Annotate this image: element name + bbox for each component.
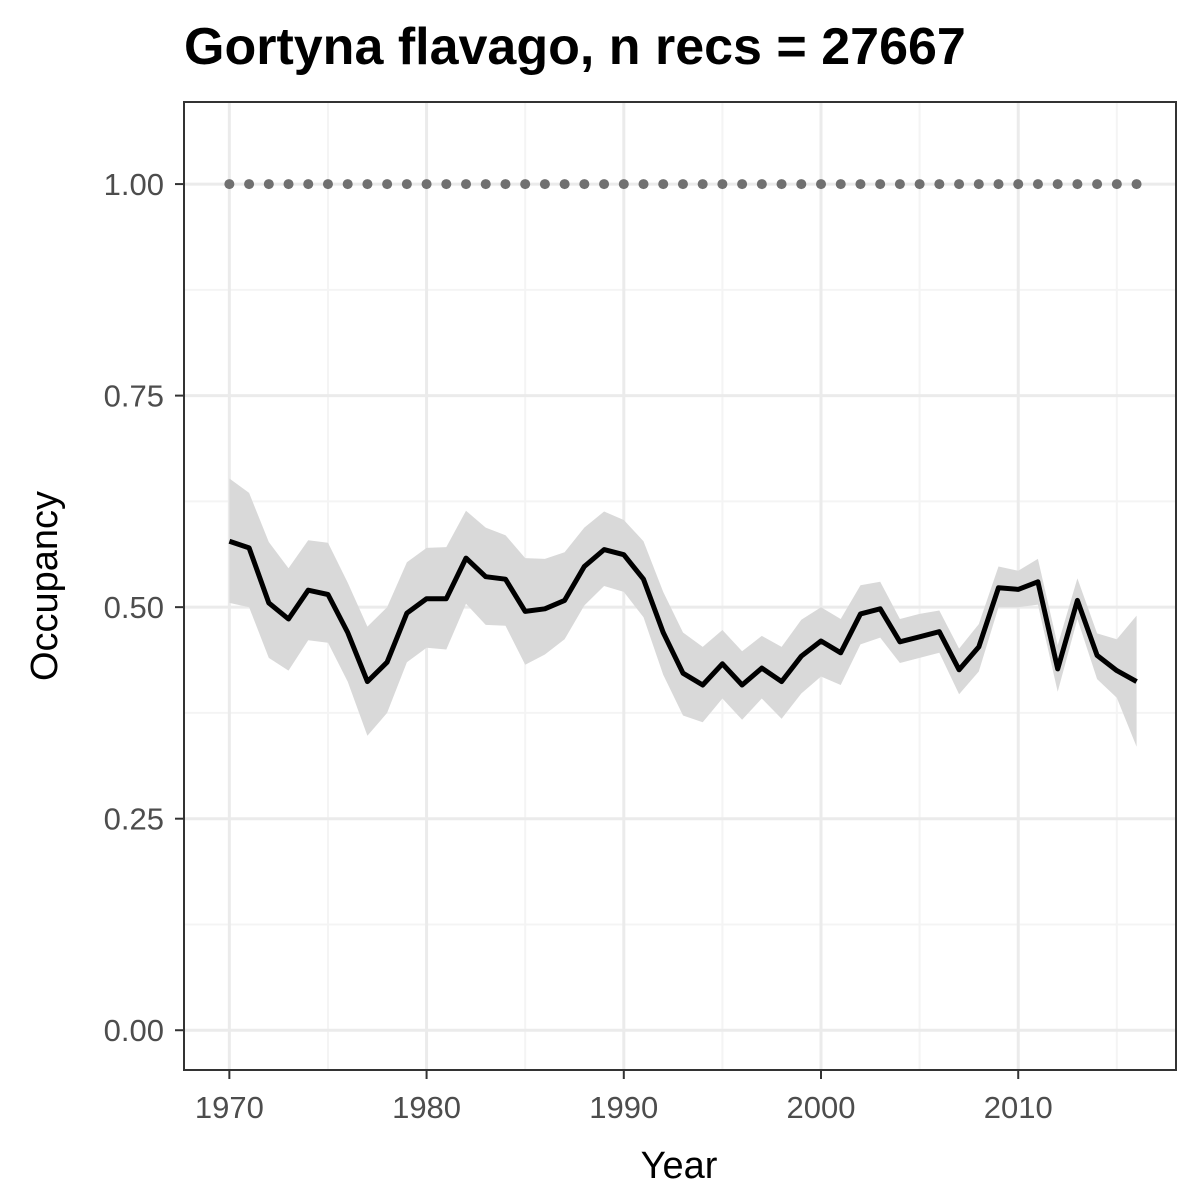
reference-dot [1092,179,1103,190]
minor-gridlines [184,102,1176,1070]
reference-dot [599,179,610,190]
reference-dot [382,179,393,190]
reference-dot [539,179,550,190]
reference-dot [914,179,925,190]
reference-dot [717,179,728,190]
reference-dot [697,179,708,190]
reference-dot [875,179,886,190]
x-tick-label: 1970 [195,1090,264,1125]
reference-dot [677,179,688,190]
reference-dot [322,179,333,190]
reference-dot [401,179,412,190]
reference-dot [618,179,629,190]
x-axis: 1970 1980 1990 2000 2010 [195,1070,1053,1125]
reference-dots [224,179,1142,190]
y-tick-label: 1.00 [104,167,164,202]
reference-dot [796,179,807,190]
reference-dot [638,179,649,190]
occupancy-line [228,538,1138,688]
reference-dot [244,179,255,190]
reference-dot [579,179,590,190]
confidence-ribbon [229,478,1137,747]
reference-dot [559,179,570,190]
reference-dot [1032,179,1043,190]
reference-dot [1111,179,1122,190]
reference-dot [737,179,748,190]
reference-dot [263,179,274,190]
reference-dot [362,179,373,190]
y-tick-label: 0.75 [104,379,164,414]
x-tick-label: 1980 [392,1090,461,1125]
y-axis-title: Occupancy [24,491,66,681]
reference-dot [954,179,965,190]
reference-dot [835,179,846,190]
chart-title: Gortyna flavago, n recs = 27667 [184,18,966,76]
reference-dot [658,179,669,190]
reference-dot [1131,179,1142,190]
x-tick-label: 2000 [787,1090,856,1125]
y-tick-label: 0.50 [104,590,164,625]
reference-dot [1013,179,1024,190]
reference-dot [855,179,866,190]
reference-dot [934,179,945,190]
reference-dot [461,179,472,190]
reference-dot [283,179,294,190]
reference-dot [303,179,314,190]
reference-dot [973,179,984,190]
reference-dot [224,179,235,190]
reference-dot [1072,179,1083,190]
reference-dot [816,179,827,190]
reference-dot [421,179,432,190]
reference-dot [894,179,905,190]
x-axis-title: Year [641,1145,718,1187]
y-axis: 0.00 0.25 0.50 0.75 1.00 [104,167,184,1048]
reference-dot [756,179,767,190]
reference-dot [776,179,787,190]
reference-dot [500,179,511,190]
x-tick-label: 1990 [589,1090,658,1125]
reference-dot [480,179,491,190]
panel-border [183,101,1177,1071]
reference-dot [342,179,353,190]
reference-dot [520,179,531,190]
reference-dot [1052,179,1063,190]
x-tick-label: 2010 [984,1090,1053,1125]
reference-dot [993,179,1004,190]
y-tick-label: 0.00 [104,1013,164,1048]
reference-dot [441,179,452,190]
y-tick-label: 0.25 [104,802,164,837]
